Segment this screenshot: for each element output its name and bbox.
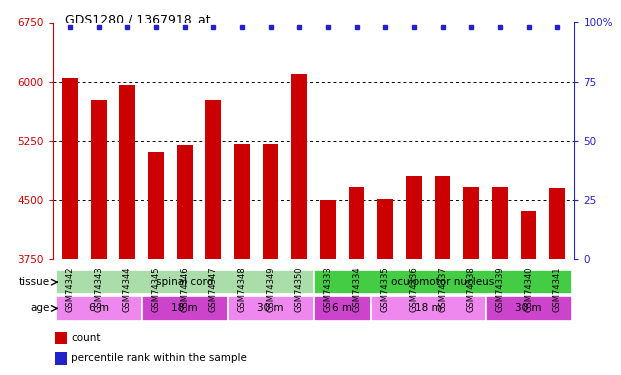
Text: count: count [71, 333, 101, 343]
Bar [291, 74, 307, 259]
Bar [55, 352, 67, 364]
Bar [91, 100, 107, 259]
Bar [463, 187, 479, 259]
Text: age: age [30, 303, 50, 313]
Text: tissue: tissue [19, 277, 50, 287]
Bar [435, 176, 450, 259]
Bar [62, 78, 78, 259]
Bar [119, 85, 135, 259]
Bar [550, 188, 565, 259]
Text: 30 m: 30 m [515, 303, 542, 313]
Bar [55, 332, 67, 344]
Text: 18 m: 18 m [415, 303, 442, 313]
Bar [349, 187, 365, 259]
Bar [314, 296, 371, 321]
Bar [56, 296, 142, 321]
Text: 6 m: 6 m [332, 303, 352, 313]
Text: 6 m: 6 m [89, 303, 109, 313]
Text: percentile rank within the sample: percentile rank within the sample [71, 353, 247, 363]
Text: GDS1280 / 1367918_at: GDS1280 / 1367918_at [65, 13, 211, 26]
Bar [314, 270, 571, 294]
Text: spinal cord: spinal cord [156, 277, 214, 287]
Bar [206, 100, 221, 259]
Bar [234, 144, 250, 259]
Bar [263, 144, 278, 259]
Text: 18 m: 18 m [171, 303, 198, 313]
Bar [148, 152, 164, 259]
Bar [486, 296, 571, 321]
Bar [320, 200, 336, 259]
Text: oculomotor nucleus: oculomotor nucleus [391, 277, 494, 287]
Bar [406, 176, 422, 259]
Text: 30 m: 30 m [257, 303, 284, 313]
Bar [371, 296, 486, 321]
Bar [492, 187, 508, 259]
Bar [177, 145, 193, 259]
Bar [228, 296, 314, 321]
Bar [56, 270, 314, 294]
Bar [520, 211, 537, 259]
Bar [142, 296, 228, 321]
Bar [378, 199, 393, 259]
